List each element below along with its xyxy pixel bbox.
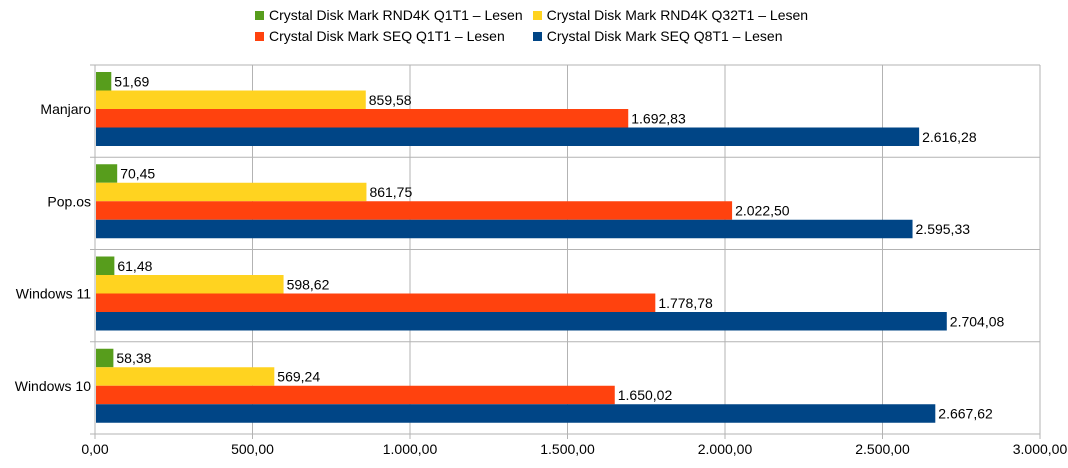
data-label: 51,69 — [114, 73, 149, 89]
legend-label: Crystal Disk Mark RND4K Q1T1 – Lesen — [269, 7, 523, 23]
legend-swatch — [255, 10, 264, 20]
legend-label: Crystal Disk Mark SEQ Q1T1 – Lesen — [269, 28, 505, 44]
data-label: 2.022,50 — [735, 203, 790, 219]
category-label: Manjaro — [40, 101, 91, 117]
data-label: 598,62 — [287, 276, 330, 292]
data-label: 61,48 — [117, 258, 152, 274]
data-label: 1.692,83 — [631, 110, 686, 126]
bar — [96, 348, 114, 368]
data-label: 70,45 — [120, 166, 155, 182]
data-label: 2.595,33 — [916, 221, 971, 237]
legend-item-seq-q8t1: Crystal Disk Mark SEQ Q8T1 – Lesen — [532, 28, 783, 44]
legend-row-2: Crystal Disk Mark SEQ Q1T1 – Lesen Cryst… — [255, 27, 783, 45]
data-label: 569,24 — [277, 369, 320, 385]
legend-label: Crystal Disk Mark SEQ Q8T1 – Lesen — [546, 28, 783, 44]
bar — [96, 385, 615, 405]
bar — [96, 293, 656, 312]
legend-label: Crystal Disk Mark RND4K Q32T1 – Lesen — [546, 7, 809, 23]
legend-swatch — [532, 10, 542, 20]
x-tick-label: 2.000,00 — [698, 441, 753, 457]
bar — [96, 219, 913, 239]
legend-swatch — [532, 31, 542, 41]
legend-row-1: Crystal Disk Mark RND4K Q1T1 – Lesen Cry… — [255, 6, 808, 24]
category-label: Windows 11 — [16, 286, 91, 302]
bar — [96, 404, 936, 423]
bar — [96, 275, 284, 294]
x-tick-label: 0,00 — [81, 441, 108, 457]
legend-item-rnd4k-q32t1: Crystal Disk Mark RND4K Q32T1 – Lesen — [532, 7, 809, 23]
category-label: Windows 10 — [15, 378, 91, 394]
bar — [96, 201, 733, 220]
legend-item-rnd4k-q1t1: Crystal Disk Mark RND4K Q1T1 – Lesen — [255, 7, 523, 23]
x-tick-label: 3.000,00 — [1013, 441, 1068, 457]
legend-swatch — [255, 31, 264, 41]
x-tick-label: 2.500,00 — [855, 441, 910, 457]
bar — [96, 164, 118, 183]
data-label: 1.778,78 — [658, 295, 713, 311]
bar — [96, 72, 112, 91]
bar — [96, 312, 947, 331]
x-tick-label: 1.500,00 — [540, 441, 595, 457]
bar — [96, 367, 275, 386]
data-label: 1.650,02 — [618, 387, 673, 403]
bar — [96, 127, 920, 146]
x-tick-label: 1.000,00 — [383, 441, 438, 457]
data-label: 859,58 — [369, 92, 412, 108]
legend-item-seq-q1t1: Crystal Disk Mark SEQ Q1T1 – Lesen — [255, 28, 505, 44]
data-label: 2.616,28 — [922, 129, 977, 145]
data-label: 861,75 — [369, 184, 412, 200]
x-tick-label: 500,00 — [231, 441, 274, 457]
data-label: 58,38 — [116, 350, 151, 366]
bar — [96, 256, 115, 275]
bar — [96, 109, 629, 128]
bar — [96, 90, 366, 109]
bar — [96, 182, 367, 202]
data-label: 2.667,62 — [938, 406, 993, 422]
category-label: Pop.os — [47, 193, 91, 209]
data-label: 2.704,08 — [950, 313, 1005, 329]
